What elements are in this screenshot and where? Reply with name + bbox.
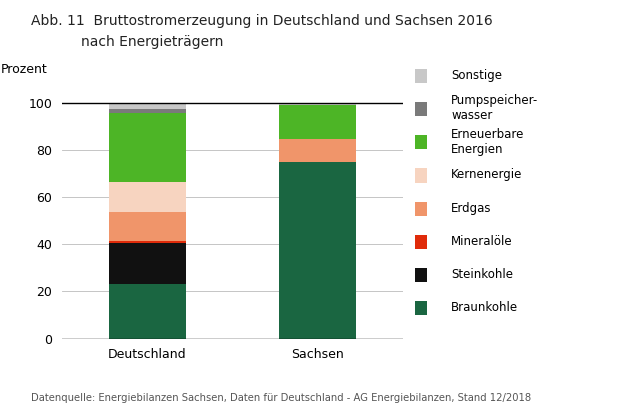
Bar [109, 241, 185, 243]
Text: Abb. 11  Bruttostromerzeugung in Deutschland und Sachsen 2016: Abb. 11 Bruttostromerzeugung in Deutschl… [31, 14, 493, 28]
Text: Sonstige: Sonstige [451, 69, 502, 82]
Bar [280, 103, 356, 105]
Text: Braunkohle: Braunkohle [451, 301, 518, 314]
Bar [109, 103, 185, 109]
Text: Pumpspeicher-
wasser: Pumpspeicher- wasser [451, 95, 538, 123]
Text: nach Energieträgern: nach Energieträgern [81, 35, 223, 49]
Bar [109, 243, 185, 285]
FancyBboxPatch shape [415, 268, 427, 282]
FancyBboxPatch shape [415, 69, 427, 83]
Text: Prozent: Prozent [1, 63, 47, 76]
FancyBboxPatch shape [415, 235, 427, 249]
FancyBboxPatch shape [415, 169, 427, 183]
Text: Erneuerbare
Energien: Erneuerbare Energien [451, 128, 525, 156]
Bar [109, 182, 185, 212]
Bar [109, 285, 185, 339]
FancyBboxPatch shape [415, 102, 427, 116]
Text: Datenquelle: Energiebilanzen Sachsen, Daten für Deutschland - AG Energiebilanzen: Datenquelle: Energiebilanzen Sachsen, Da… [31, 393, 531, 403]
FancyBboxPatch shape [415, 202, 427, 216]
Bar [280, 105, 356, 139]
Bar [280, 161, 356, 339]
Bar [109, 113, 185, 182]
Bar [280, 139, 356, 161]
FancyBboxPatch shape [415, 135, 427, 149]
Text: Mineralöle: Mineralöle [451, 235, 513, 248]
Text: Steinkohle: Steinkohle [451, 268, 513, 281]
Bar [109, 109, 185, 113]
Text: Erdgas: Erdgas [451, 202, 492, 215]
Bar [109, 212, 185, 241]
FancyBboxPatch shape [415, 301, 427, 316]
Text: Kernenergie: Kernenergie [451, 169, 523, 181]
